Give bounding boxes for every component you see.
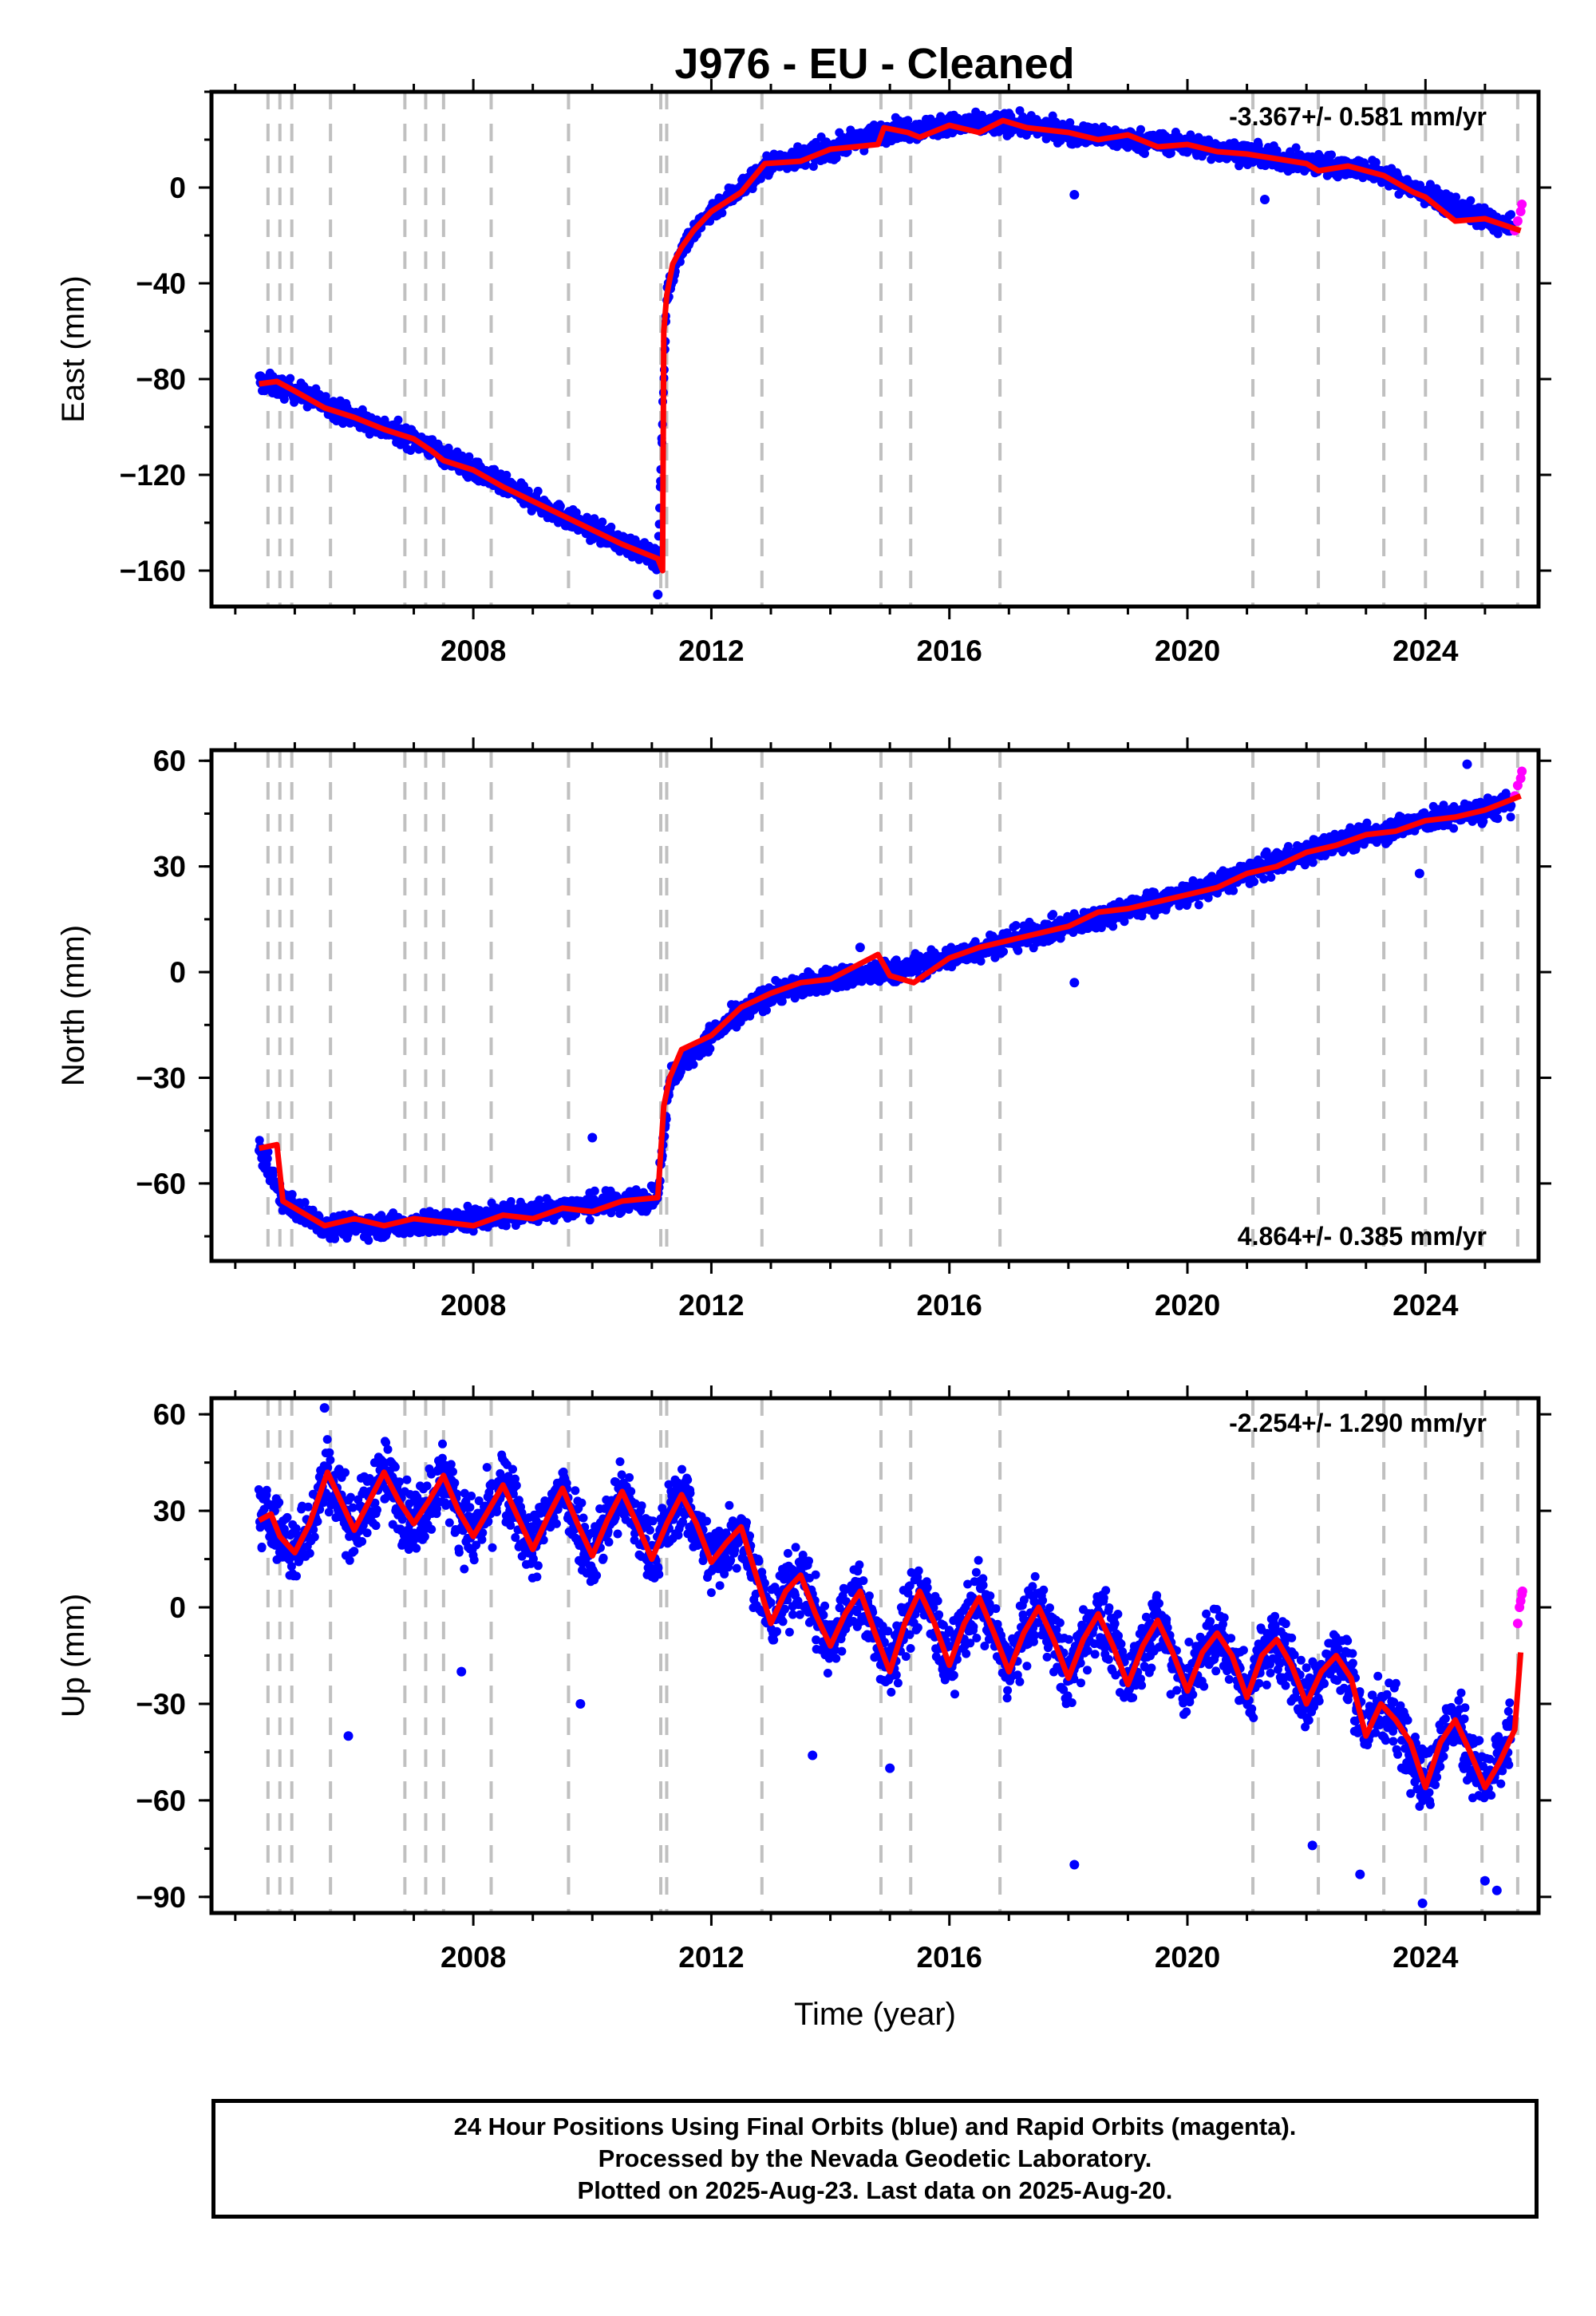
final-point — [1065, 118, 1075, 128]
final-point — [1283, 842, 1293, 851]
rapid-point — [1515, 207, 1526, 216]
final-point — [689, 1060, 698, 1069]
outlier-point — [1069, 190, 1080, 200]
y-tick-label: −40 — [136, 267, 186, 300]
panel-east: 2008 2012 2016 2020 2024 −160 −120 −80 −40 0 East … — [56, 79, 1551, 667]
final-point — [1466, 196, 1476, 205]
final-point — [287, 1190, 297, 1199]
final-point — [590, 1186, 599, 1196]
rate-label: -3.367+/- 0.581 mm/yr — [1229, 102, 1487, 131]
final-point — [468, 1227, 478, 1236]
final-point — [501, 1221, 511, 1231]
final-point — [1493, 229, 1503, 239]
final-point — [533, 486, 543, 496]
final-point — [1194, 900, 1203, 910]
final-point — [1203, 893, 1213, 903]
final-point — [1120, 917, 1129, 927]
final-point — [263, 1154, 272, 1164]
final-point — [393, 415, 403, 425]
final-point — [255, 1136, 264, 1145]
final-point — [300, 1198, 310, 1207]
final-point — [286, 373, 295, 383]
final-point — [1136, 124, 1145, 134]
final-point — [431, 1209, 440, 1219]
final-point — [502, 470, 512, 480]
x-tick-label: 2008 — [440, 634, 506, 667]
final-point — [762, 1006, 771, 1015]
final-point — [808, 162, 818, 172]
rapid-point — [1512, 216, 1523, 226]
final-point — [1096, 923, 1106, 932]
final-point — [1011, 921, 1021, 930]
final-point — [1049, 910, 1058, 919]
final-point — [1266, 872, 1276, 882]
y-tick-label: 0 — [169, 172, 186, 204]
final-point — [606, 522, 616, 532]
final-point — [1330, 829, 1340, 839]
rapid-point — [1517, 200, 1527, 209]
final-point — [364, 1235, 373, 1245]
final-point — [1013, 946, 1023, 955]
final-point — [585, 1215, 595, 1225]
x-tick-label: 2012 — [678, 634, 744, 667]
x-tick-label: 2024 — [1393, 634, 1459, 667]
final-point — [308, 1205, 318, 1215]
final-point — [1259, 875, 1269, 883]
y-tick-label: −120 — [120, 459, 186, 492]
final-point — [1262, 847, 1271, 856]
final-point — [598, 517, 607, 527]
panel-frame — [209, 89, 1541, 609]
final-point — [1452, 192, 1460, 202]
final-point — [1140, 149, 1149, 158]
plot-area-east — [255, 92, 1527, 607]
final-point — [999, 947, 1008, 956]
x-tick-label: 2016 — [917, 634, 982, 667]
final-point — [777, 997, 787, 1006]
final-point — [705, 1044, 715, 1053]
outlier-point — [1259, 195, 1270, 204]
final-point — [1229, 886, 1238, 895]
final-point — [263, 1147, 273, 1156]
final-point — [555, 501, 565, 511]
outlier-point — [653, 590, 663, 599]
x-tick-label: 2020 — [1155, 634, 1220, 667]
final-point — [1327, 150, 1336, 160]
final-point — [506, 1197, 516, 1206]
y-tick-label: −80 — [136, 363, 186, 396]
final-point — [1507, 210, 1515, 219]
final-point — [1308, 858, 1317, 868]
final-point — [1250, 877, 1259, 887]
plot-area-north — [255, 750, 1527, 1261]
final-point — [269, 1166, 279, 1176]
model-line — [259, 117, 1522, 574]
final-point — [1108, 922, 1118, 931]
final-point — [464, 452, 474, 461]
final-point — [717, 208, 727, 218]
final-point — [1291, 143, 1301, 152]
y-axis-label: East (mm) — [56, 275, 91, 422]
final-point — [976, 956, 986, 966]
y-tick-label: −160 — [120, 555, 186, 587]
